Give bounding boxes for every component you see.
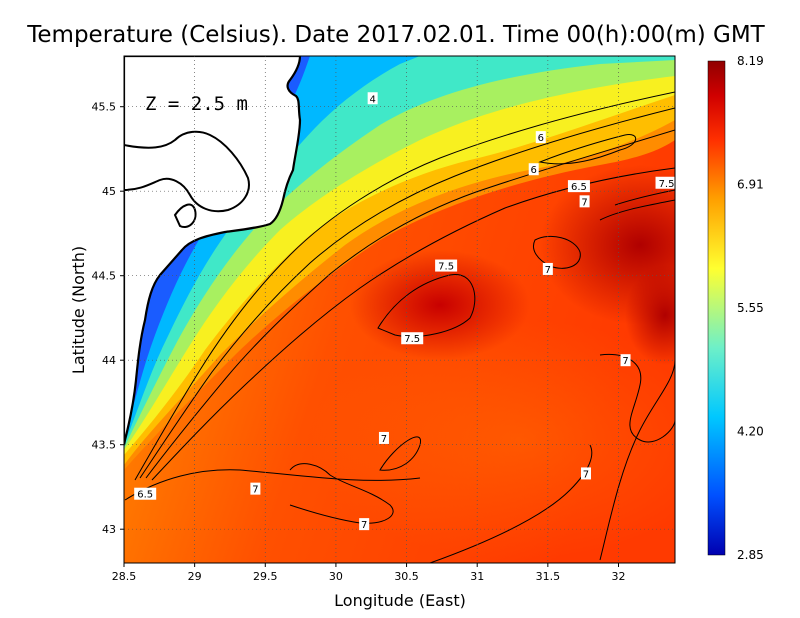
coast-detail bbox=[124, 130, 250, 213]
contour-label-bg bbox=[134, 487, 157, 500]
y-axis: 43 43.5 44 44.5 45 45.5 bbox=[92, 101, 124, 536]
x-tick-label: 31.5 bbox=[536, 570, 561, 583]
hot-core-west bbox=[350, 250, 530, 360]
colorbar-gradient bbox=[707, 60, 726, 556]
colorbar: 8.19 6.91 5.55 4.20 2.85 bbox=[707, 54, 764, 562]
contour-label-bg bbox=[620, 354, 631, 367]
colorbar-ticks: 8.19 6.91 5.55 4.20 2.85 bbox=[737, 54, 764, 562]
colorbar-tick-label: 6.91 bbox=[737, 178, 764, 192]
contour-label-bg bbox=[542, 262, 553, 275]
contour-label: 7.5 bbox=[438, 262, 454, 273]
x-tick-label: 28.5 bbox=[112, 570, 137, 583]
x-tick-label: 32 bbox=[611, 570, 625, 583]
contour-label: 7 bbox=[581, 197, 587, 208]
contour-label-bg bbox=[401, 332, 424, 345]
depth-label: Z = 2.5 m bbox=[145, 93, 248, 115]
y-tick-label: 44.5 bbox=[92, 270, 117, 283]
contour-label: 6 bbox=[538, 133, 544, 144]
contour-label-bg bbox=[367, 92, 378, 105]
contour-label: 7 bbox=[361, 520, 367, 531]
y-tick-label: 43 bbox=[102, 523, 116, 536]
contour-label-bg bbox=[579, 195, 590, 208]
hot-core-southeast bbox=[625, 265, 675, 365]
grid-lines bbox=[124, 56, 675, 563]
contour-label: 7 bbox=[622, 356, 628, 367]
contour-label-bg bbox=[655, 176, 675, 189]
colorbar-tick-label: 8.19 bbox=[737, 54, 764, 68]
chart-title: Temperature (Celsius). Date 2017.02.01. … bbox=[26, 22, 765, 48]
x-axis: 28.5 29 29.5 30 30.5 31 31.5 32 bbox=[112, 563, 625, 583]
lagoon bbox=[173, 203, 197, 228]
contour-label: 4 bbox=[369, 94, 375, 105]
contour-lines bbox=[124, 91, 675, 563]
x-tick-label: 30.5 bbox=[394, 570, 419, 583]
x-tick-label: 31 bbox=[470, 570, 484, 583]
contour-label: 7.5 bbox=[404, 334, 420, 345]
contour-label-bg bbox=[359, 518, 370, 531]
contour-label: 7 bbox=[583, 469, 589, 480]
contour-label-bg bbox=[567, 180, 590, 193]
x-tick-label: 29.5 bbox=[253, 570, 278, 583]
colorbar-tick-label: 4.20 bbox=[737, 425, 764, 439]
x-axis-label: Longitude (East) bbox=[334, 591, 466, 610]
plot-frame bbox=[123, 55, 676, 564]
contour-label-bg bbox=[435, 259, 458, 272]
contour-label-bg bbox=[528, 163, 539, 176]
contour-labels: 4 6 6 6.5 7 7.5 7.5 7 7.5 7 7 7 7 6.5 7 bbox=[134, 92, 675, 531]
x-tick-label: 29 bbox=[188, 570, 202, 583]
x-tick-label: 30 bbox=[329, 570, 343, 583]
contour-label: 7 bbox=[545, 265, 551, 276]
y-axis-label: Latitude (North) bbox=[69, 246, 88, 374]
contour-label-bg bbox=[378, 431, 389, 444]
warm-region bbox=[310, 320, 675, 560]
contour-label-bg bbox=[580, 467, 591, 480]
contour-label: 6 bbox=[531, 165, 537, 176]
y-tick-label: 44 bbox=[102, 354, 116, 367]
contour-label: 7.5 bbox=[659, 179, 675, 190]
plot-area: 4 6 6 6.5 7 7.5 7.5 7 7.5 7 7 7 7 6.5 7 Z = 2.5 m bbox=[124, 56, 675, 563]
contour-label: 6.5 bbox=[137, 490, 153, 501]
contour-label-bg bbox=[250, 482, 261, 495]
contour-label-bg bbox=[535, 131, 546, 144]
y-tick-label: 45.5 bbox=[92, 101, 117, 114]
contour-label: 7 bbox=[381, 434, 387, 445]
colorbar-tick-label: 2.85 bbox=[737, 548, 764, 562]
y-tick-label: 43.5 bbox=[92, 439, 117, 452]
y-tick-label: 45 bbox=[102, 185, 116, 198]
colorbar-tick-label: 5.55 bbox=[737, 301, 764, 315]
contour-label: 7 bbox=[252, 485, 258, 496]
contour-label: 6.5 bbox=[571, 182, 587, 193]
